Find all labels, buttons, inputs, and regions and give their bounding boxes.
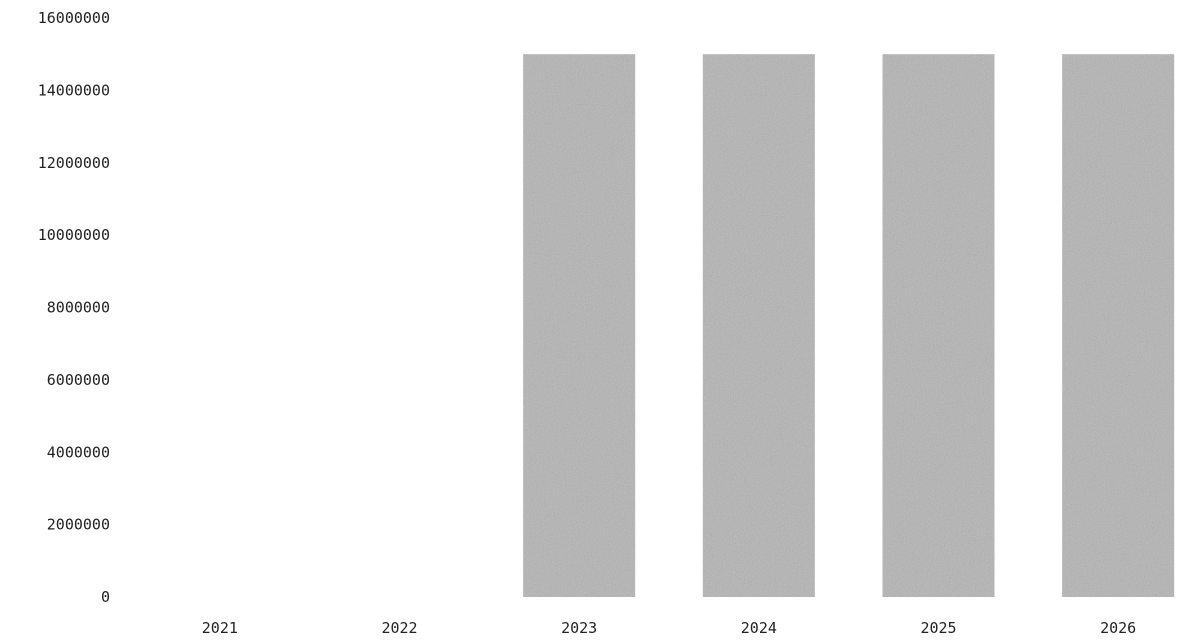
y-tick-label: 16000000: [38, 9, 110, 27]
y-tick-label: 4000000: [47, 443, 110, 461]
y-tick-label: 0: [101, 588, 110, 606]
y-tick-label: 14000000: [38, 81, 110, 99]
bars: [523, 54, 1175, 597]
x-tick-label: 2021: [202, 619, 238, 637]
bar-2026: [1062, 54, 1175, 597]
x-tick-label: 2026: [1100, 619, 1136, 637]
y-tick-label: 8000000: [47, 299, 110, 317]
x-axis: 2021 2022 2023 2024 2025 2026: [202, 619, 1136, 637]
bar-2023: [523, 54, 636, 597]
y-tick-label: 6000000: [47, 371, 110, 389]
x-tick-label: 2025: [920, 619, 956, 637]
y-tick-label: 2000000: [47, 516, 110, 534]
x-tick-label: 2023: [561, 619, 597, 637]
x-tick-label: 2022: [381, 619, 417, 637]
y-tick-label: 10000000: [38, 226, 110, 244]
y-axis: 0 2000000 4000000 6000000 8000000 10000000 120…: [38, 9, 110, 606]
x-tick-label: 2024: [741, 619, 777, 637]
y-tick-label: 12000000: [38, 154, 110, 172]
bar-2024: [702, 54, 815, 597]
bar-2025: [882, 54, 995, 597]
